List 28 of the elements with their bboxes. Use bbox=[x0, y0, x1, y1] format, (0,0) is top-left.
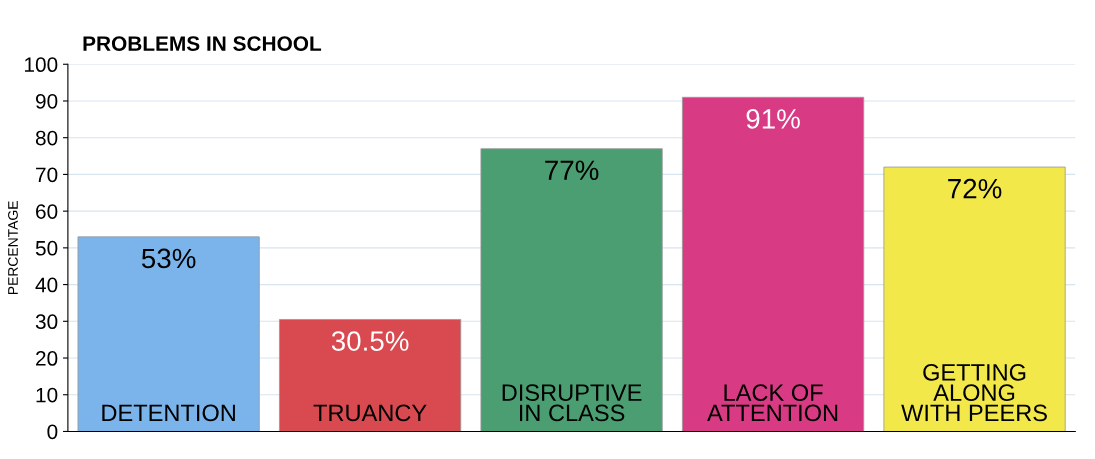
y-tick-label: 80 bbox=[35, 130, 58, 146]
bar bbox=[480, 148, 663, 432]
x-tick-label: LACK OF ATTENTION bbox=[707, 384, 838, 422]
y-tick-label: 60 bbox=[36, 204, 58, 219]
y-tick-label: 90 bbox=[35, 93, 58, 109]
y-tick-label: 100 bbox=[25, 57, 58, 73]
chart-title: PROBLEMS IN SCHOOL bbox=[83, 36, 322, 51]
y-tick-label: 50 bbox=[35, 240, 58, 256]
data-label: 53% bbox=[141, 248, 196, 269]
bar bbox=[681, 96, 865, 432]
y-tick-label: 0 bbox=[47, 424, 58, 440]
bar bbox=[883, 166, 1066, 432]
y-tick-label: 40 bbox=[35, 277, 58, 293]
data-label: 77% bbox=[545, 160, 599, 181]
bar bbox=[279, 319, 462, 432]
y-tick-label: 10 bbox=[36, 387, 58, 403]
x-tick-label: DISRUPTIVE IN CLASS bbox=[502, 384, 642, 422]
x-tick-label: GETTING ALONG WITH PEERS bbox=[901, 363, 1047, 422]
y-tick-label: 70 bbox=[36, 167, 58, 183]
y-axis-title: PERCENTAGE bbox=[8, 201, 18, 295]
y-tick-label: 30 bbox=[35, 314, 58, 330]
x-tick-label: DETENTION bbox=[102, 404, 235, 422]
bar bbox=[77, 236, 260, 432]
data-label: 72% bbox=[948, 178, 1002, 199]
x-tick-label: TRUANCY bbox=[313, 404, 427, 422]
data-label: 30.5% bbox=[331, 331, 409, 351]
data-label: 91% bbox=[746, 109, 800, 129]
y-tick-label: 20 bbox=[36, 351, 58, 366]
